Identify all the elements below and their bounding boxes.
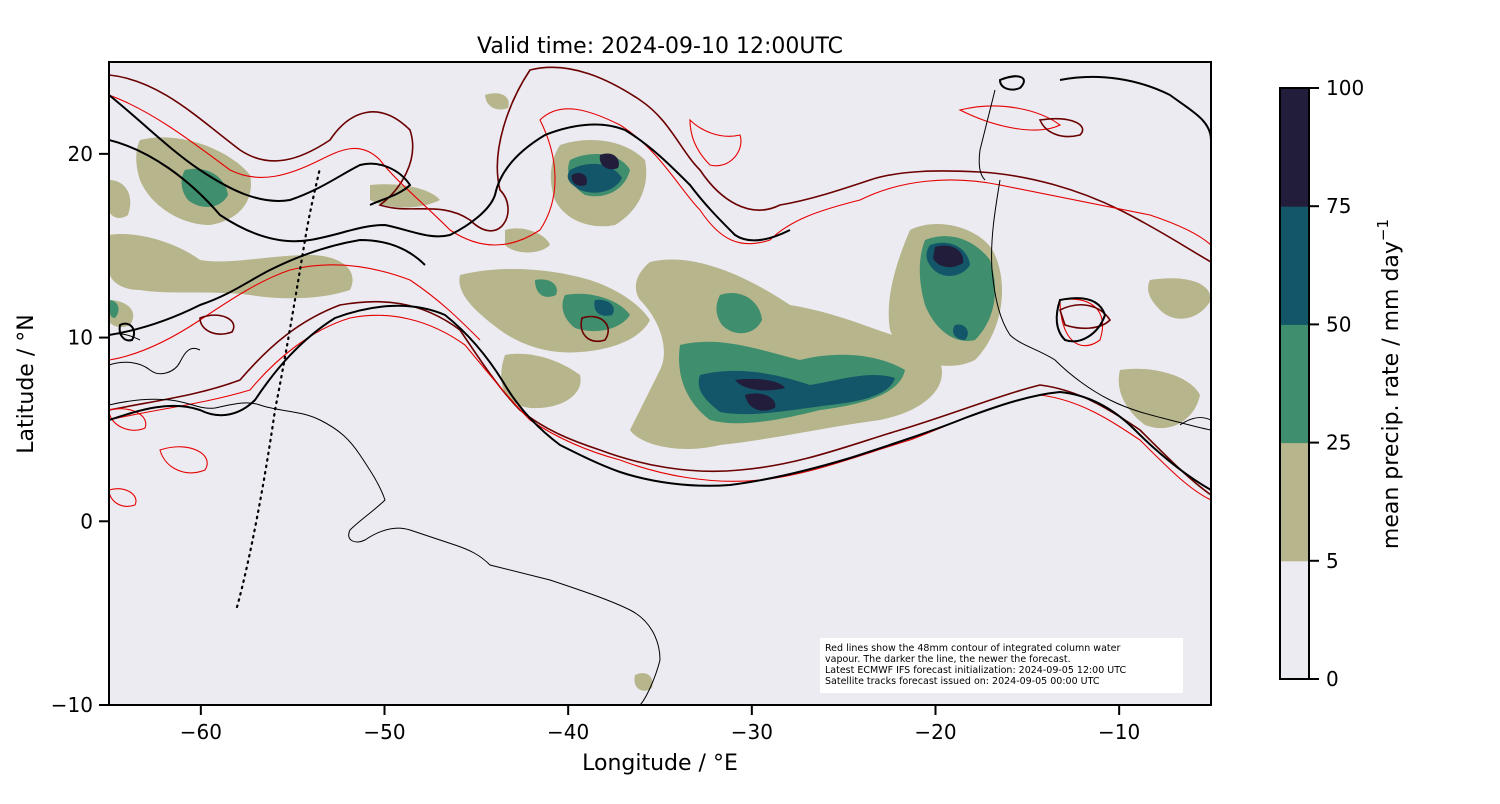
colorbar-tick-label: 0: [1326, 667, 1339, 691]
x-tick-label: −30: [731, 720, 773, 744]
colorbar-segment: [1280, 324, 1309, 444]
colorbar-tick-label: 75: [1326, 194, 1351, 218]
x-tick-label: −60: [180, 720, 222, 744]
axes-frame: [108, 61, 1212, 706]
colorbar-tick-label: 50: [1326, 312, 1351, 336]
colorbar-segment: [1280, 88, 1309, 207]
colorbar-tick-label: 100: [1326, 76, 1364, 100]
x-axis-label: Longitude / °E: [582, 751, 738, 776]
coastlines: [109, 89, 1211, 705]
y-tick-label: 10: [68, 326, 93, 350]
x-tick-label: −40: [547, 720, 589, 744]
colorbar-segment: [1280, 442, 1309, 562]
colorbar-segment: [1280, 206, 1309, 325]
annotation-line: vapour. The darker the line, the newer t…: [825, 654, 1071, 665]
water-vapour-contours: [109, 66, 1211, 507]
x-tick-label: −20: [914, 720, 956, 744]
annotation-line: Red lines show the 48mm contour of integ…: [825, 643, 1120, 654]
figure-title: Valid time: 2024-09-10 12:00UTC: [477, 34, 843, 59]
x-tick-label: −50: [363, 720, 405, 744]
colorbar: 0 5 25 50 75 100: [1279, 76, 1364, 691]
colorbar-tick-label: 5: [1326, 549, 1339, 573]
satellite-track: [235, 166, 322, 609]
annotation-line: Latest ECMWF IFS forecast initialization…: [825, 665, 1126, 676]
y-tick-label: 20: [68, 142, 93, 166]
colorbar-label: mean precip. rate / mm day−1: [1374, 219, 1404, 549]
x-tick-label: −10: [1098, 720, 1140, 744]
annotation-box: Red lines show the 48mm contour of integ…: [820, 638, 1183, 693]
colorbar-segment: [1280, 560, 1309, 680]
annotation-line: Satellite tracks forecast issued on: 202…: [825, 676, 1100, 687]
colorbar-tick-label: 25: [1326, 431, 1351, 455]
y-tick-label: 0: [80, 509, 93, 533]
y-axis-ticks: −10 0 10 20: [51, 142, 109, 717]
y-tick-label: −10: [51, 693, 93, 717]
precip-field: [109, 93, 1211, 691]
y-axis-label: Latitude / °N: [14, 314, 39, 453]
x-axis-ticks: −60 −50 −40 −30 −20 −10: [180, 705, 1140, 744]
colorbar-frame: [1279, 87, 1310, 680]
